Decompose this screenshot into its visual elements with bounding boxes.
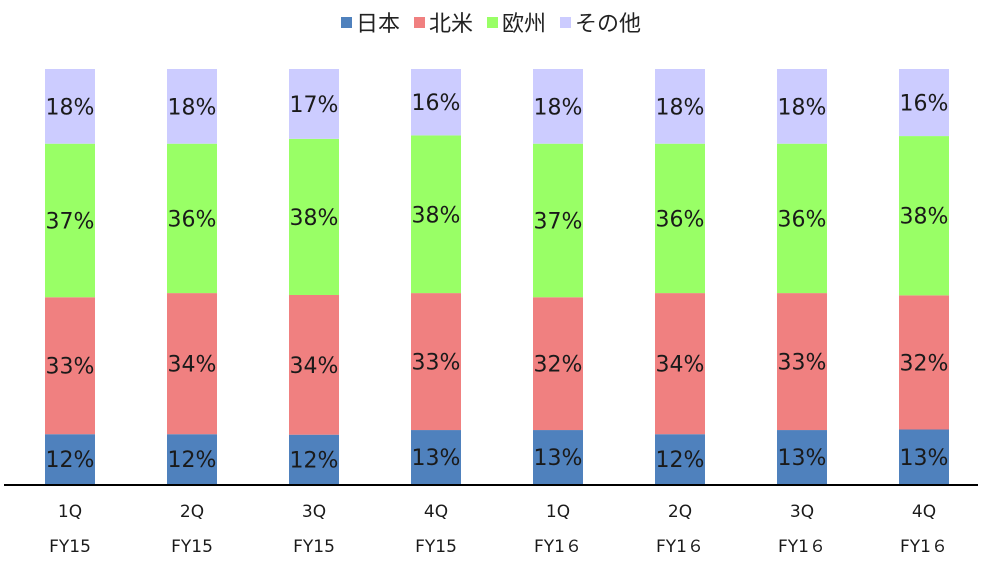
data-label-north-america-5: 32%	[534, 353, 583, 378]
data-label-japan-5: 13%	[534, 446, 583, 471]
data-label-europe-7: 36%	[778, 207, 827, 232]
legend: 日本 北米 欧州 その他	[0, 6, 982, 38]
bar-segment-japan-4	[411, 430, 461, 484]
data-label-japan-4: 13%	[412, 446, 461, 471]
data-label-japan-1: 12%	[46, 448, 95, 473]
x-tick-label-year-1: FY15	[49, 537, 91, 557]
data-label-north-america-6: 34%	[656, 353, 705, 378]
x-tick-label-year-4: FY15	[415, 537, 457, 557]
x-tick-label-year-7: FY1６	[778, 537, 826, 557]
x-tick-label-quarter-7: 3Q	[790, 502, 814, 522]
data-label-japan-8: 13%	[900, 446, 949, 471]
bar-segment-other-3	[289, 69, 339, 139]
bar-segment-other-5	[533, 69, 583, 144]
data-label-japan-6: 12%	[656, 448, 705, 473]
legend-item-europe: 欧州	[487, 6, 546, 38]
bar-segment-europe-1	[45, 143, 95, 298]
x-tick-label-quarter-3: 3Q	[302, 502, 326, 522]
data-label-other-1: 18%	[46, 95, 95, 120]
data-label-north-america-8: 32%	[900, 351, 949, 376]
x-tick-label-quarter-4: 4Q	[424, 502, 448, 522]
bar-segment-other-1	[45, 69, 95, 144]
data-label-other-3: 17%	[290, 93, 339, 118]
data-label-japan-7: 13%	[778, 446, 827, 471]
legend-swatch-europe	[487, 16, 498, 28]
data-label-other-2: 18%	[168, 95, 217, 120]
bar-segment-europe-8	[899, 136, 949, 296]
data-label-europe-2: 36%	[168, 207, 217, 232]
legend-swatch-north-america	[413, 16, 425, 28]
bar-segment-europe-5	[533, 143, 583, 298]
legend-item-north-america: 北米	[413, 6, 473, 38]
data-label-other-6: 18%	[656, 95, 705, 120]
data-label-north-america-1: 33%	[46, 355, 95, 380]
x-tick-label-year-5: FY1６	[534, 537, 582, 557]
data-label-europe-4: 38%	[412, 203, 461, 228]
bar-segment-north-america-5	[533, 297, 583, 431]
bar-segment-europe-7	[777, 143, 827, 294]
data-label-other-5: 18%	[534, 95, 583, 120]
bar-segment-japan-2	[167, 434, 217, 484]
data-label-other-7: 18%	[778, 95, 827, 120]
legend-label-north-america: 北米	[428, 12, 473, 37]
bar-segment-japan-3	[289, 434, 339, 484]
data-label-europe-3: 38%	[290, 206, 339, 231]
bar-segment-north-america-7	[777, 293, 827, 431]
data-label-north-america-3: 34%	[290, 354, 339, 379]
legend-label-europe: 欧州	[502, 12, 547, 37]
legend-swatch-other	[560, 16, 572, 28]
data-label-japan-2: 12%	[168, 448, 217, 473]
bar-segment-north-america-2	[167, 293, 217, 435]
x-tick-label-quarter-2: 2Q	[180, 502, 204, 522]
legend-swatch-japan	[340, 16, 352, 28]
x-tick-label-year-6: FY1６	[656, 537, 704, 557]
bar-segment-other-6	[655, 69, 705, 144]
bar-segment-japan-6	[655, 434, 705, 484]
bar-segment-north-america-3	[289, 294, 339, 435]
bar-segment-north-america-8	[899, 295, 949, 430]
legend-item-other: その他	[560, 6, 641, 38]
bar-segment-other-8	[899, 69, 949, 137]
bar-segment-europe-6	[655, 143, 705, 294]
x-tick-label-year-3: FY15	[293, 537, 335, 557]
data-label-north-america-4: 33%	[412, 351, 461, 376]
x-tick-label-quarter-8: 4Q	[912, 502, 936, 522]
x-tick-label-quarter-5: 1Q	[546, 502, 570, 522]
legend-item-japan: 日本	[340, 6, 400, 38]
data-label-north-america-2: 34%	[168, 353, 217, 378]
data-label-other-4: 16%	[412, 91, 461, 116]
data-label-europe-5: 37%	[534, 209, 583, 234]
bar-segment-north-america-1	[45, 297, 95, 435]
bar-segment-other-4	[411, 69, 461, 136]
x-tick-label-quarter-1: 1Q	[58, 502, 82, 522]
bar-segment-japan-1	[45, 434, 95, 484]
data-label-europe-1: 37%	[46, 209, 95, 234]
bar-segment-europe-2	[167, 143, 217, 294]
bar-segment-japan-5	[533, 430, 583, 484]
data-label-north-america-7: 33%	[778, 351, 827, 376]
bar-segment-north-america-6	[655, 293, 705, 435]
bar-segment-japan-8	[899, 429, 949, 484]
x-tick-label-quarter-6: 2Q	[668, 502, 692, 522]
bar-segment-north-america-4	[411, 293, 461, 431]
bar-segment-europe-4	[411, 135, 461, 294]
bar-segment-japan-7	[777, 430, 827, 484]
x-tick-label-year-8: FY1６	[900, 537, 948, 557]
x-tick-label-year-2: FY15	[171, 537, 213, 557]
bar-segment-other-2	[167, 69, 217, 144]
data-label-japan-3: 12%	[290, 448, 339, 473]
data-label-europe-8: 38%	[900, 205, 949, 230]
legend-label-japan: 日本	[355, 12, 400, 37]
bar-segment-europe-3	[289, 138, 339, 295]
bar-segment-other-7	[777, 69, 827, 144]
data-label-other-8: 16%	[900, 92, 949, 117]
legend-label-other: その他	[575, 12, 642, 37]
data-label-europe-6: 36%	[656, 207, 705, 232]
